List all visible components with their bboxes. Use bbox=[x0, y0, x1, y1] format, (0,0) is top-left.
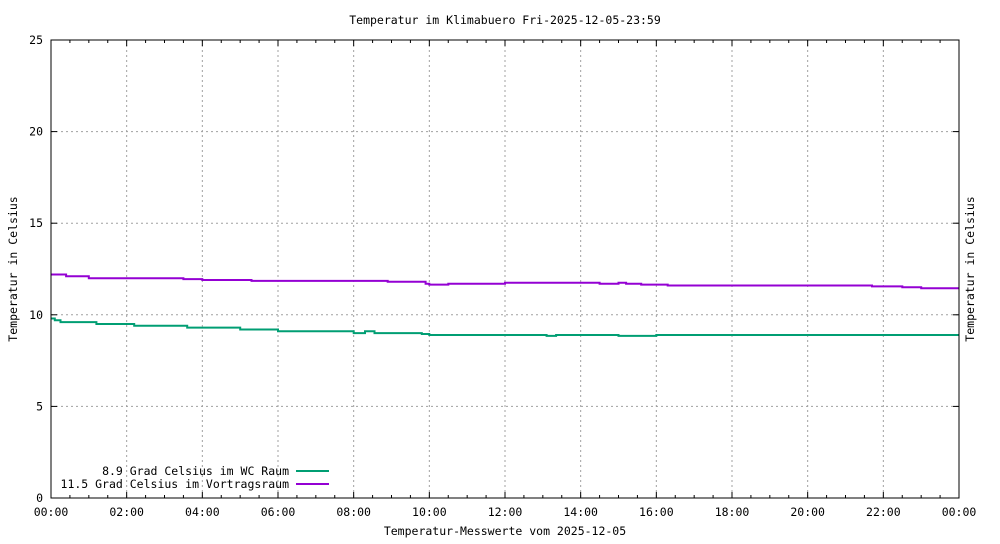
plot-border bbox=[50, 39, 960, 499]
x-tick-label: 18:00 bbox=[715, 505, 750, 519]
y-tick-label: 0 bbox=[36, 491, 43, 505]
series-lines bbox=[51, 273, 959, 337]
x-tick-label: 14:00 bbox=[563, 505, 598, 519]
chart-title: Temperatur im Klimabuero Fri-2025-12-05-… bbox=[349, 13, 661, 27]
y2-axis-label: Temperatur in Celsius bbox=[963, 196, 977, 341]
grid-lines bbox=[51, 40, 959, 498]
y-tick-label: 25 bbox=[29, 33, 43, 47]
series-line-0 bbox=[51, 317, 959, 337]
x-tick-label: 00:00 bbox=[942, 505, 977, 519]
legend-label-0: 8.9 Grad Celsius im WC Raum bbox=[102, 464, 289, 478]
legend-label-1: 11.5 Grad Celsius im Vortragsraum bbox=[61, 477, 290, 491]
x-tick-label: 02:00 bbox=[109, 505, 144, 519]
x-axis-label: Temperatur-Messwerte vom 2025-12-05 bbox=[384, 524, 626, 538]
y-tick-label: 5 bbox=[36, 399, 43, 413]
x-tick-label: 10:00 bbox=[412, 505, 447, 519]
x-tick-label: 12:00 bbox=[488, 505, 523, 519]
tick-labels: 00:00 02:00 04:00 06:00 08:00 10:00 12:00 14:00… bbox=[29, 33, 976, 519]
x-tick-label: 06:00 bbox=[261, 505, 296, 519]
x-tick-label: 08:00 bbox=[336, 505, 371, 519]
x-tick-label: 20:00 bbox=[790, 505, 825, 519]
y-axis-label: Temperatur in Celsius bbox=[6, 196, 20, 341]
x-tick-label: 22:00 bbox=[866, 505, 901, 519]
y-tick-label: 10 bbox=[29, 308, 43, 322]
x-tick-label: 04:00 bbox=[185, 505, 220, 519]
y-tick-label: 20 bbox=[29, 125, 43, 139]
axis-ticks bbox=[50, 39, 960, 499]
series-line-1 bbox=[51, 273, 959, 290]
y-tick-label: 15 bbox=[29, 216, 43, 230]
x-tick-label: 00:00 bbox=[34, 505, 69, 519]
x-tick-label: 16:00 bbox=[639, 505, 674, 519]
